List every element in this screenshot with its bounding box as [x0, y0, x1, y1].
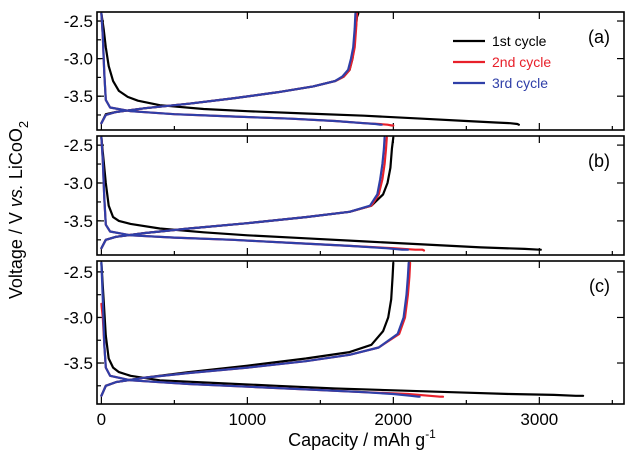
y-axis-title: Voltage / V vs. LiCoO2: [6, 121, 31, 299]
y-tick-label: -3.5: [64, 354, 93, 373]
panel-3: -2.5 -3.0 -3.5 (c): [64, 260, 625, 405]
y-tick-label: -2.5: [64, 12, 93, 31]
y-tick-label: -3.5: [64, 87, 93, 106]
y-tick-label: -2.5: [64, 136, 93, 155]
y-tick-label: -3.0: [64, 50, 93, 69]
y-tick-label: -2.5: [64, 263, 93, 282]
panels-group: -2.5 -3.0 -3.5 (a) -2.5 -3.0 -3.5 (b) -2.5 -3.0 -3…: [64, 11, 625, 429]
series-line-3rd-cycle: [100, 261, 421, 398]
legend: 1st cycle 2nd cycle 3rd cycle: [453, 33, 551, 91]
series-line-1st-cycle: [100, 12, 520, 126]
x-tick-label: 2000: [374, 410, 412, 429]
legend-label: 2nd cycle: [492, 54, 551, 70]
x-tick-label: 3000: [520, 410, 558, 429]
series-line-3rd-cycle: [100, 136, 409, 251]
panel-1: -2.5 -3.0 -3.5 (a): [64, 11, 625, 131]
panel-label: (b): [588, 151, 610, 171]
x-tick-label: 1000: [228, 410, 266, 429]
series-line-3rd-cycle: [100, 12, 383, 126]
panel-2: -2.5 -3.0 -3.5 (b): [64, 135, 625, 256]
curves-group: [100, 136, 542, 252]
legend-label: 3rd cycle: [492, 75, 548, 91]
curves-group: [100, 12, 520, 127]
panel-label: (c): [589, 276, 610, 296]
x-axis-title: Capacity / mAh g-1: [288, 427, 436, 450]
y-tick-label: -3.0: [64, 308, 93, 327]
y-tick-label: -3.0: [64, 174, 93, 193]
panel-frame: [96, 11, 625, 131]
curves-group: [100, 261, 585, 398]
panel-frame: [96, 135, 625, 256]
x-tick-label: 0: [97, 410, 106, 429]
panel-frame: [96, 260, 625, 405]
series-line-1st-cycle: [100, 261, 585, 397]
legend-label: 1st cycle: [492, 33, 547, 49]
y-tick-label: -3.5: [64, 212, 93, 231]
series-line-1st-cycle: [100, 136, 542, 251]
panel-label: (a): [588, 27, 610, 47]
